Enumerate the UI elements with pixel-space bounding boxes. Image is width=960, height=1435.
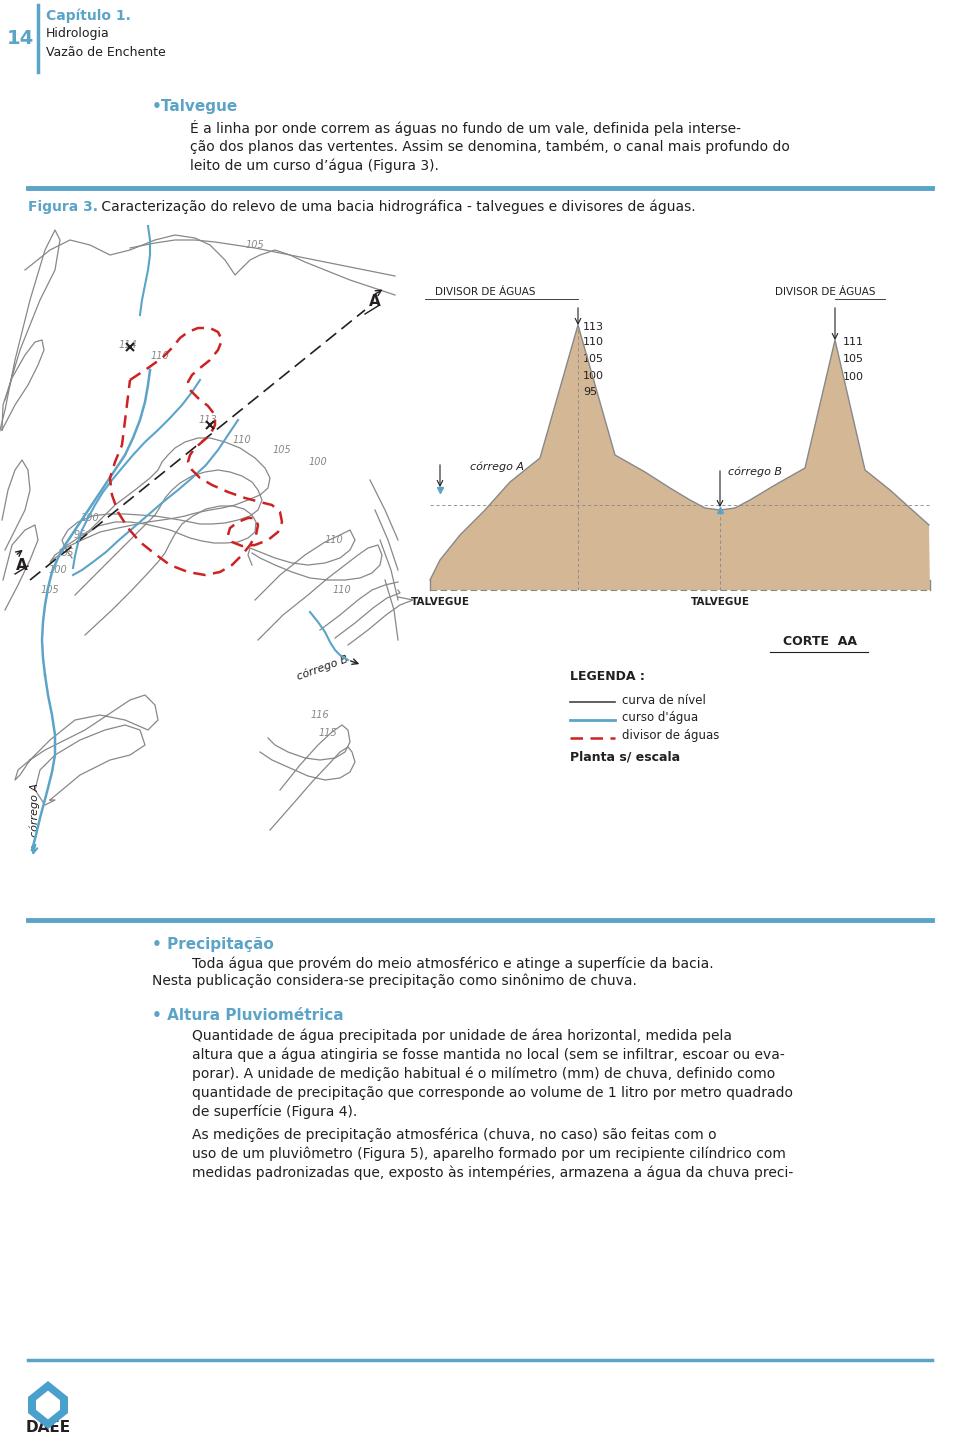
Text: uso de um pluviômetro (Figura 5), aparelho formado por um recipiente cilíndrico : uso de um pluviômetro (Figura 5), aparel… [192, 1147, 786, 1161]
Text: Vazão de Enchente: Vazão de Enchente [46, 46, 166, 59]
Text: É a linha por onde correm as águas no fundo de um vale, definida pela interse-: É a linha por onde correm as águas no fu… [190, 121, 741, 136]
Text: córrego B: córrego B [728, 466, 782, 476]
Text: 110: 110 [232, 435, 252, 445]
Text: 105: 105 [246, 240, 264, 250]
Text: 113: 113 [199, 415, 217, 425]
Text: altura que a água atingiria se fosse mantida no local (sem se infiltrar, escoar : altura que a água atingiria se fosse man… [192, 1048, 784, 1062]
Text: LEGENDA :: LEGENDA : [570, 670, 645, 683]
Text: Planta s/ escala: Planta s/ escala [570, 751, 680, 763]
Text: 100: 100 [308, 456, 327, 466]
Text: 100: 100 [49, 565, 67, 575]
Polygon shape [28, 1380, 68, 1429]
Text: Figura 3.: Figura 3. [28, 199, 98, 214]
Text: curso d'água: curso d'água [622, 712, 698, 725]
Text: Caracterização do relevo de uma bacia hidrográfica - talvegues e divisores de ág: Caracterização do relevo de uma bacia hi… [97, 199, 696, 214]
Text: 14: 14 [7, 29, 34, 47]
Text: A: A [16, 558, 28, 573]
Text: • Altura Pluviométrica: • Altura Pluviométrica [152, 1007, 344, 1023]
Text: 105: 105 [40, 585, 60, 596]
Polygon shape [430, 324, 930, 590]
Text: medidas padronizadas que, exposto às intempéries, armazena a água da chuva preci: medidas padronizadas que, exposto às int… [192, 1165, 793, 1180]
Text: •Talvegue: •Talvegue [152, 99, 238, 115]
Text: 116: 116 [311, 710, 329, 720]
Text: 113: 113 [583, 321, 604, 331]
Text: • Precipitação: • Precipitação [152, 937, 274, 951]
Text: 110: 110 [324, 535, 344, 545]
Text: TALVEGUE: TALVEGUE [411, 597, 469, 607]
Text: 114: 114 [119, 340, 137, 350]
Text: TALVEGUE: TALVEGUE [690, 597, 750, 607]
Text: córrego A: córrego A [30, 784, 40, 837]
Text: quantidade de precipitação que corresponde ao volume de 1 litro por metro quadra: quantidade de precipitação que correspon… [192, 1086, 793, 1101]
Text: 100: 100 [843, 372, 864, 382]
Text: 95: 95 [61, 548, 74, 558]
Text: As medições de precipitação atmosférica (chuva, no caso) são feitas com o: As medições de precipitação atmosférica … [192, 1128, 716, 1142]
Text: DAEE: DAEE [25, 1421, 71, 1435]
Polygon shape [36, 1391, 60, 1419]
Text: 110: 110 [332, 585, 351, 596]
Text: 105: 105 [273, 445, 292, 455]
Text: 95: 95 [74, 530, 86, 540]
Text: de superfície (Figura 4).: de superfície (Figura 4). [192, 1105, 357, 1119]
Text: Toda água que provém do meio atmosférico e atinge a superfície da bacia.: Toda água que provém do meio atmosférico… [192, 957, 713, 971]
Text: ção dos planos das vertentes. Assim se denomina, também, o canal mais profundo d: ção dos planos das vertentes. Assim se d… [190, 139, 790, 154]
Text: córrego A: córrego A [470, 462, 524, 472]
Text: 111: 111 [843, 337, 864, 347]
Text: Quantidade de água precipitada por unidade de área horizontal, medida pela: Quantidade de água precipitada por unida… [192, 1029, 732, 1043]
Text: 115: 115 [319, 728, 337, 738]
Text: Hidrologia: Hidrologia [46, 27, 109, 40]
Text: 95: 95 [583, 387, 597, 397]
Text: A: A [370, 294, 381, 310]
Text: DIVISOR DE ÁGUAS: DIVISOR DE ÁGUAS [435, 287, 536, 297]
Text: Capítulo 1.: Capítulo 1. [46, 9, 131, 23]
Text: 110: 110 [583, 337, 604, 347]
Text: curva de nível: curva de nível [622, 693, 706, 706]
Text: 105: 105 [843, 354, 864, 364]
Text: divisor de águas: divisor de águas [622, 729, 719, 742]
Text: CORTE  AA: CORTE AA [783, 636, 857, 649]
Text: 100: 100 [583, 372, 604, 382]
Text: 110: 110 [151, 352, 169, 362]
Text: DIVISOR DE ÁGUAS: DIVISOR DE ÁGUAS [775, 287, 876, 297]
Text: 100: 100 [81, 512, 100, 522]
Text: Nesta publicação considera-se precipitação como sinônimo de chuva.: Nesta publicação considera-se precipitaç… [152, 974, 636, 989]
Text: leito de um curso d’água (Figura 3).: leito de um curso d’água (Figura 3). [190, 159, 439, 174]
Text: porar). A unidade de medição habitual é o milímetro (mm) de chuva, definido como: porar). A unidade de medição habitual é … [192, 1066, 776, 1081]
Text: córrego B: córrego B [295, 654, 349, 682]
Text: 105: 105 [583, 354, 604, 364]
